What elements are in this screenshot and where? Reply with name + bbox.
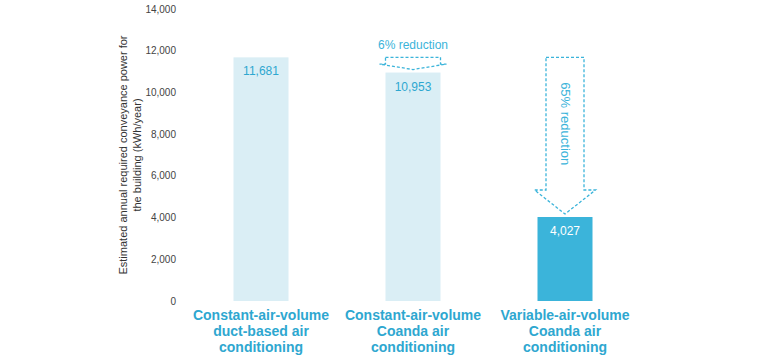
category-label: Variable-air-volume Coanda air condition…	[485, 307, 645, 355]
y-tick-label: 8,000	[151, 129, 176, 140]
y-axis-label: Estimated annual required conveyance pow…	[116, 30, 144, 280]
y-tick-label: 12,000	[145, 45, 176, 56]
reduction-arrow	[380, 57, 447, 69]
bar	[538, 217, 593, 301]
y-tick-label: 4,000	[151, 212, 176, 223]
annotation: 6% reduction	[378, 38, 448, 52]
reduction-arrow	[535, 57, 596, 214]
y-tick-label: 0	[170, 296, 176, 307]
y-tick-label: 2,000	[151, 254, 176, 265]
bar	[234, 57, 289, 301]
bar	[386, 73, 441, 301]
category-label: Constant-air-volume Coanda air condition…	[333, 307, 493, 355]
bars	[234, 57, 593, 301]
data-label: 4,027	[550, 224, 580, 238]
annotation: 65% reduction	[558, 82, 573, 165]
y-tick-label: 10,000	[145, 87, 176, 98]
data-label: 11,681	[243, 64, 279, 78]
data-label: 10,953	[395, 80, 432, 94]
y-tick-label: 6,000	[151, 170, 176, 181]
y-tick-label: 14,000	[145, 4, 176, 15]
chart-svg: 0 2,000 4,000 6,000 8,000 10,000 12,000 14,000 1…	[0, 0, 760, 360]
category-label: Constant-air-volume duct-based air condi…	[181, 307, 341, 355]
chart: 0 2,000 4,000 6,000 8,000 10,000 12,000 14,000 1…	[0, 0, 760, 360]
